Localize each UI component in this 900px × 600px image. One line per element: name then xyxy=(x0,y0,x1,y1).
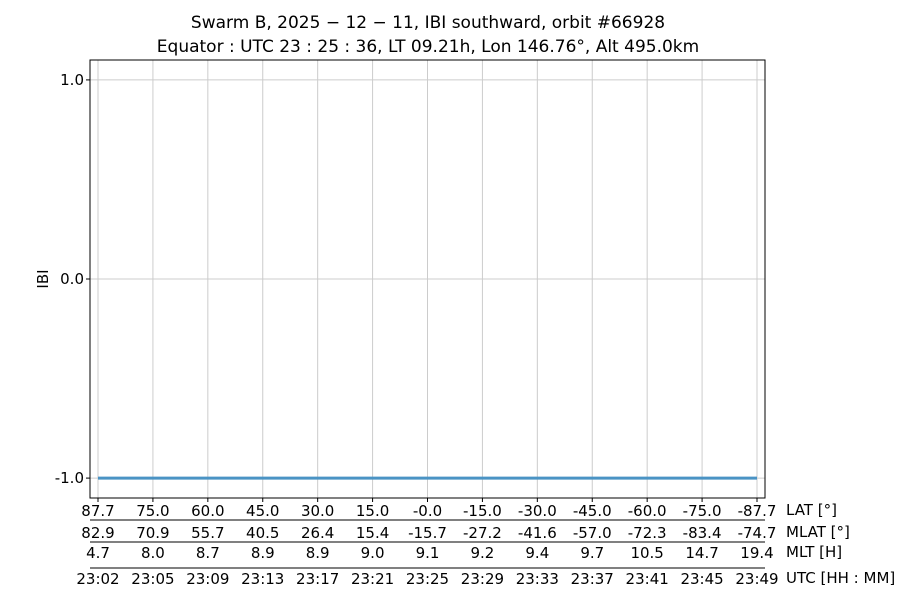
x-row-label: -87.7 xyxy=(738,502,777,520)
x-row-label: -15.0 xyxy=(463,502,502,520)
x-row-label: 30.0 xyxy=(301,502,334,520)
x-row-label: 8.9 xyxy=(306,544,330,562)
x-row-label: -45.0 xyxy=(573,502,612,520)
x-row-label: 45.0 xyxy=(246,502,279,520)
x-row-label: -83.4 xyxy=(683,524,722,542)
x-row-label: 70.9 xyxy=(136,524,169,542)
x-row-name: MLT [H] xyxy=(786,543,842,561)
x-row-label: -75.0 xyxy=(683,502,722,520)
x-row-label: 23:09 xyxy=(186,570,229,588)
x-row-label: 55.7 xyxy=(191,524,224,542)
x-row-label: -41.6 xyxy=(518,524,557,542)
x-row-label: 19.4 xyxy=(740,544,773,562)
x-row-name: LAT [°] xyxy=(786,501,837,519)
x-row-label: 82.9 xyxy=(81,524,114,542)
x-row-label: 8.0 xyxy=(141,544,165,562)
x-row-label: 9.1 xyxy=(416,544,440,562)
y-axis-label: IBI xyxy=(34,269,52,288)
x-row-label: 10.5 xyxy=(630,544,663,562)
x-row-label: 87.7 xyxy=(81,502,114,520)
x-row-label: 23:37 xyxy=(571,570,614,588)
chart-subtitle: Equator : UTC 23 : 25 : 36, LT 09.21h, L… xyxy=(156,37,700,57)
x-row-label: 23:49 xyxy=(735,570,778,588)
x-row-name: MLAT [°] xyxy=(786,523,850,541)
x-row-label: 9.2 xyxy=(470,544,494,562)
x-row-label: 26.4 xyxy=(301,524,334,542)
y-tick-label: -1.0 xyxy=(55,469,84,487)
x-row-label: 23:41 xyxy=(626,570,669,588)
x-row-label: 23:21 xyxy=(351,570,394,588)
x-row-label: 8.7 xyxy=(196,544,220,562)
x-row-label: 9.7 xyxy=(580,544,604,562)
x-row-label: 23:02 xyxy=(76,570,119,588)
y-tick-label: 0.0 xyxy=(60,270,84,288)
y-tick-label: 1.0 xyxy=(60,71,84,89)
x-row-label: 23:05 xyxy=(131,570,174,588)
x-row-label: 23:33 xyxy=(516,570,559,588)
x-row-label: 23:13 xyxy=(241,570,284,588)
x-row-label: -60.0 xyxy=(628,502,667,520)
x-row-label: -57.0 xyxy=(573,524,612,542)
x-row-label: 15.4 xyxy=(356,524,389,542)
x-row-label: -0.0 xyxy=(413,502,442,520)
x-row-label: 23:45 xyxy=(680,570,723,588)
x-row-label: 60.0 xyxy=(191,502,224,520)
x-row-label: 23:17 xyxy=(296,570,339,588)
x-row-label: 9.4 xyxy=(525,544,549,562)
x-row-label: 23:25 xyxy=(406,570,449,588)
x-row-label: 40.5 xyxy=(246,524,279,542)
x-row-label: 23:29 xyxy=(461,570,504,588)
chart-title: Swarm B, 2025 − 12 − 11, IBI southward, … xyxy=(190,13,666,33)
x-row-label: -74.7 xyxy=(738,524,777,542)
x-row-label: 9.0 xyxy=(361,544,385,562)
x-row-label: 8.9 xyxy=(251,544,275,562)
x-row-label: -30.0 xyxy=(518,502,557,520)
x-row-label: 14.7 xyxy=(685,544,718,562)
x-row-name: UTC [HH : MM] xyxy=(786,569,895,587)
x-row-label: 4.7 xyxy=(86,544,110,562)
x-row-label: 15.0 xyxy=(356,502,389,520)
x-row-label: -27.2 xyxy=(463,524,502,542)
x-row-label: 75.0 xyxy=(136,502,169,520)
x-row-label: -72.3 xyxy=(628,524,667,542)
x-row-label: -15.7 xyxy=(408,524,447,542)
